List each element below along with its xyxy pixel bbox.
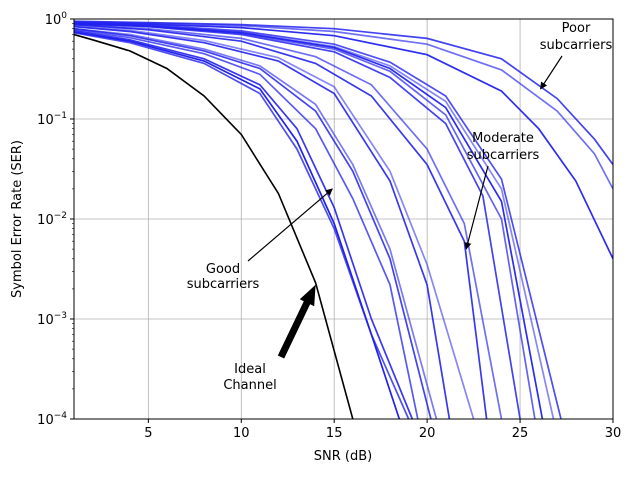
subcarrier-series-line [74, 30, 414, 419]
x-tick-label: 20 [419, 426, 436, 441]
x-axis-label: SNR (dB) [314, 449, 372, 464]
moderate-label-line1: Moderate [472, 131, 534, 146]
subcarrier-series-line [74, 31, 401, 419]
good-label-line2: subcarriers [187, 277, 260, 292]
x-tick-label: 10 [233, 426, 250, 441]
good-arrow [247, 188, 333, 262]
x-tick-label: 25 [512, 426, 529, 441]
subcarrier-series-line [74, 25, 475, 419]
subcarrier-series-line [74, 22, 544, 419]
subcarrier-series-line [74, 20, 613, 166]
subcarrier-series-line [74, 31, 410, 419]
series-group [74, 20, 613, 419]
x-tick-label: 5 [144, 426, 152, 441]
subcarrier-series-line [74, 23, 503, 419]
good-label-line1: Good [206, 262, 240, 277]
poor-label-line2: subcarriers [540, 38, 613, 53]
moderate-subcarriers-annotation: Moderate subcarriers [464, 131, 540, 250]
ideal-channel-line [74, 33, 354, 419]
y-axis-ticks: 10−4 10−3 10−2 10−1 100 [37, 11, 74, 428]
subcarrier-series-line [74, 22, 521, 419]
subcarrier-series-line [74, 27, 432, 419]
y-tick-label: 10−4 [37, 411, 67, 428]
ideal-arrow [277, 284, 316, 359]
subcarrier-series-line [74, 22, 536, 419]
subcarrier-series-line [74, 21, 613, 260]
y-axis-label: Symbol Error Rate (SER) [10, 140, 25, 298]
poor-arrow [540, 55, 563, 90]
subcarrier-series-line [74, 25, 451, 419]
subcarrier-series-line [74, 27, 438, 419]
moderate-arrow [464, 165, 489, 250]
poor-subcarriers-annotation: Poor subcarriers [540, 21, 613, 90]
ideal-label-line1: Ideal [234, 362, 266, 377]
y-tick-label: 10−3 [37, 311, 67, 328]
x-tick-label: 30 [605, 426, 622, 441]
y-tick-label: 100 [45, 11, 68, 28]
y-tick-label: 10−1 [37, 111, 67, 128]
y-tick-label: 10−2 [37, 211, 67, 228]
annotations: Poor subcarriers Moderate subcarriers Go… [187, 21, 613, 393]
x-axis-ticks: 5 10 15 20 25 30 [144, 419, 621, 441]
good-subcarriers-annotation: Good subcarriers [187, 188, 333, 292]
ideal-label-line2: Channel [223, 378, 276, 393]
moderate-label-line2: subcarriers [467, 148, 540, 163]
subcarrier-series-line [74, 21, 562, 419]
subcarrier-series-line [74, 23, 488, 419]
ideal-channel-annotation: Ideal Channel [223, 284, 316, 393]
subcarrier-series-line [74, 28, 419, 419]
x-tick-label: 15 [326, 426, 343, 441]
poor-label-line1: Poor [562, 21, 591, 36]
